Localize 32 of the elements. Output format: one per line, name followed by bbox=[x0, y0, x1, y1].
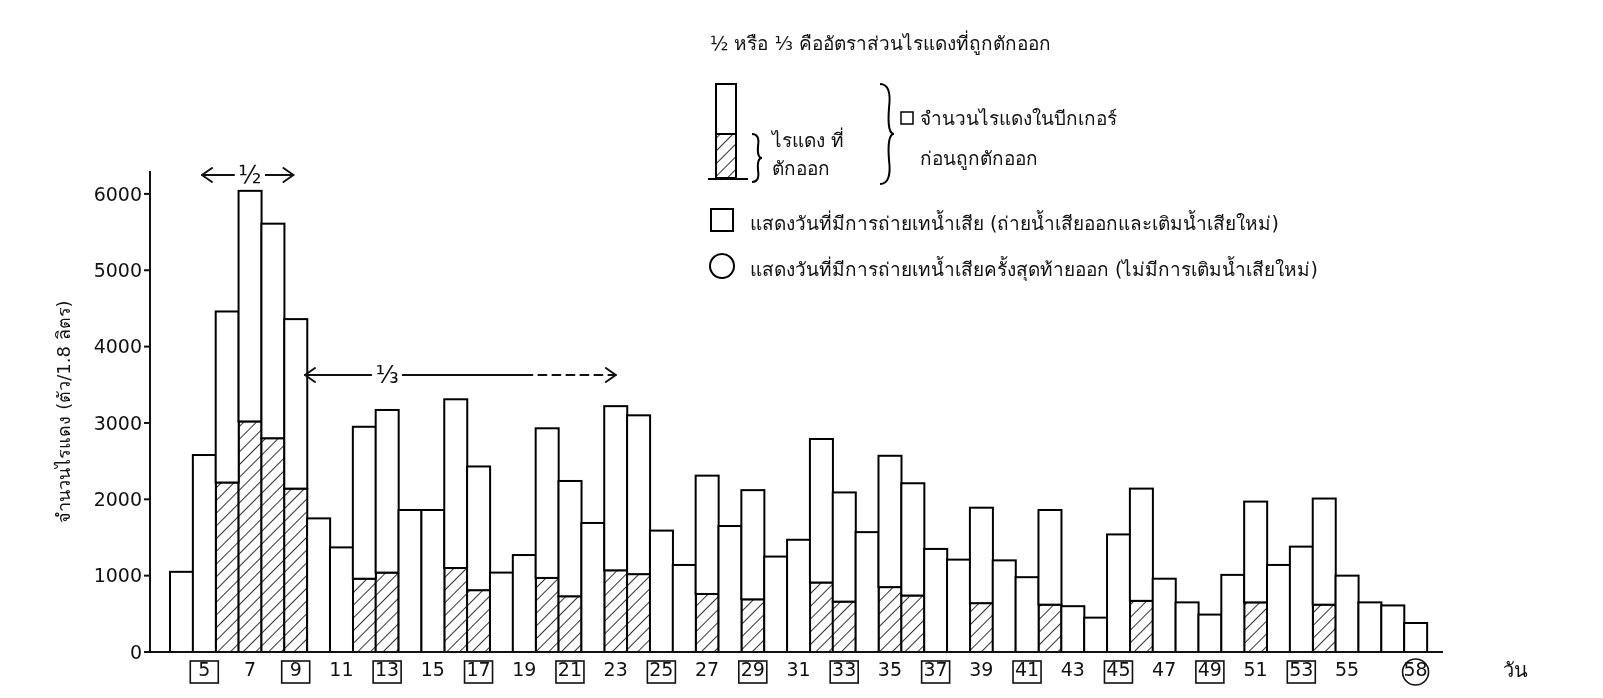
x-tick-label: 11 bbox=[329, 658, 354, 680]
annotation: แสดงวันที่มีการถ่ายเทน้ำเสีย (ถ่ายน้ำเสียออกและเติมน้ำเสียใหม่) bbox=[750, 209, 1279, 236]
y-tick-label: 5000 bbox=[93, 259, 142, 281]
annotation: ⅓ bbox=[372, 360, 403, 389]
y-tick-label: 6000 bbox=[93, 182, 142, 205]
x-tick-label: 23 bbox=[603, 658, 628, 680]
x-tick-label: 27 bbox=[694, 658, 720, 680]
annotation: แสดงวันที่มีการถ่ายเทน้ำเสียครั้งสุดท้ายออก (ไม่มีการเติมน้ำเสียใหม่) bbox=[750, 255, 1318, 283]
y-tick-label: 1000 bbox=[93, 564, 142, 587]
y-tick-label: 2000 bbox=[93, 488, 142, 511]
x-tick-label: 58 bbox=[1403, 658, 1428, 680]
y-tick-label: 3000 bbox=[93, 411, 142, 434]
x-tick-label: 39 bbox=[969, 658, 994, 680]
x-tick-label: 35 bbox=[877, 658, 903, 680]
y-axis-title: จำนวนไรแดง (ตัว/1.8 ลิตร) bbox=[53, 300, 75, 523]
y-tick-label: 0 bbox=[129, 640, 142, 663]
legend-label: ไรแดง ที่ตักออก bbox=[772, 126, 846, 181]
annotation: ½ bbox=[234, 160, 265, 189]
x-tick-label: 43 bbox=[1060, 658, 1085, 680]
x-tick-label: 31 bbox=[786, 658, 811, 680]
x-tick-label: 51 bbox=[1243, 658, 1268, 680]
y-tick-label: 4000 bbox=[93, 335, 142, 358]
x-tick-label: 55 bbox=[1334, 658, 1360, 680]
x-tick-label: 9 bbox=[289, 658, 302, 680]
x-axis-title: วัน bbox=[1503, 657, 1528, 684]
x-tick-label: 19 bbox=[512, 658, 537, 680]
text: ½ หรือ ⅓ คืออัตราส่วนไรแดงที่ถูกตักออก bbox=[710, 29, 1051, 57]
x-tick-label: 5 bbox=[198, 658, 211, 680]
x-tick-label: 47 bbox=[1152, 658, 1177, 680]
x-tick-label: 15 bbox=[420, 658, 445, 680]
x-tick-label: 7 bbox=[243, 658, 257, 680]
legend-label: จำนวนไรแดงในบีกเกอร์ ก่อนถูกตักออก bbox=[920, 106, 1118, 172]
